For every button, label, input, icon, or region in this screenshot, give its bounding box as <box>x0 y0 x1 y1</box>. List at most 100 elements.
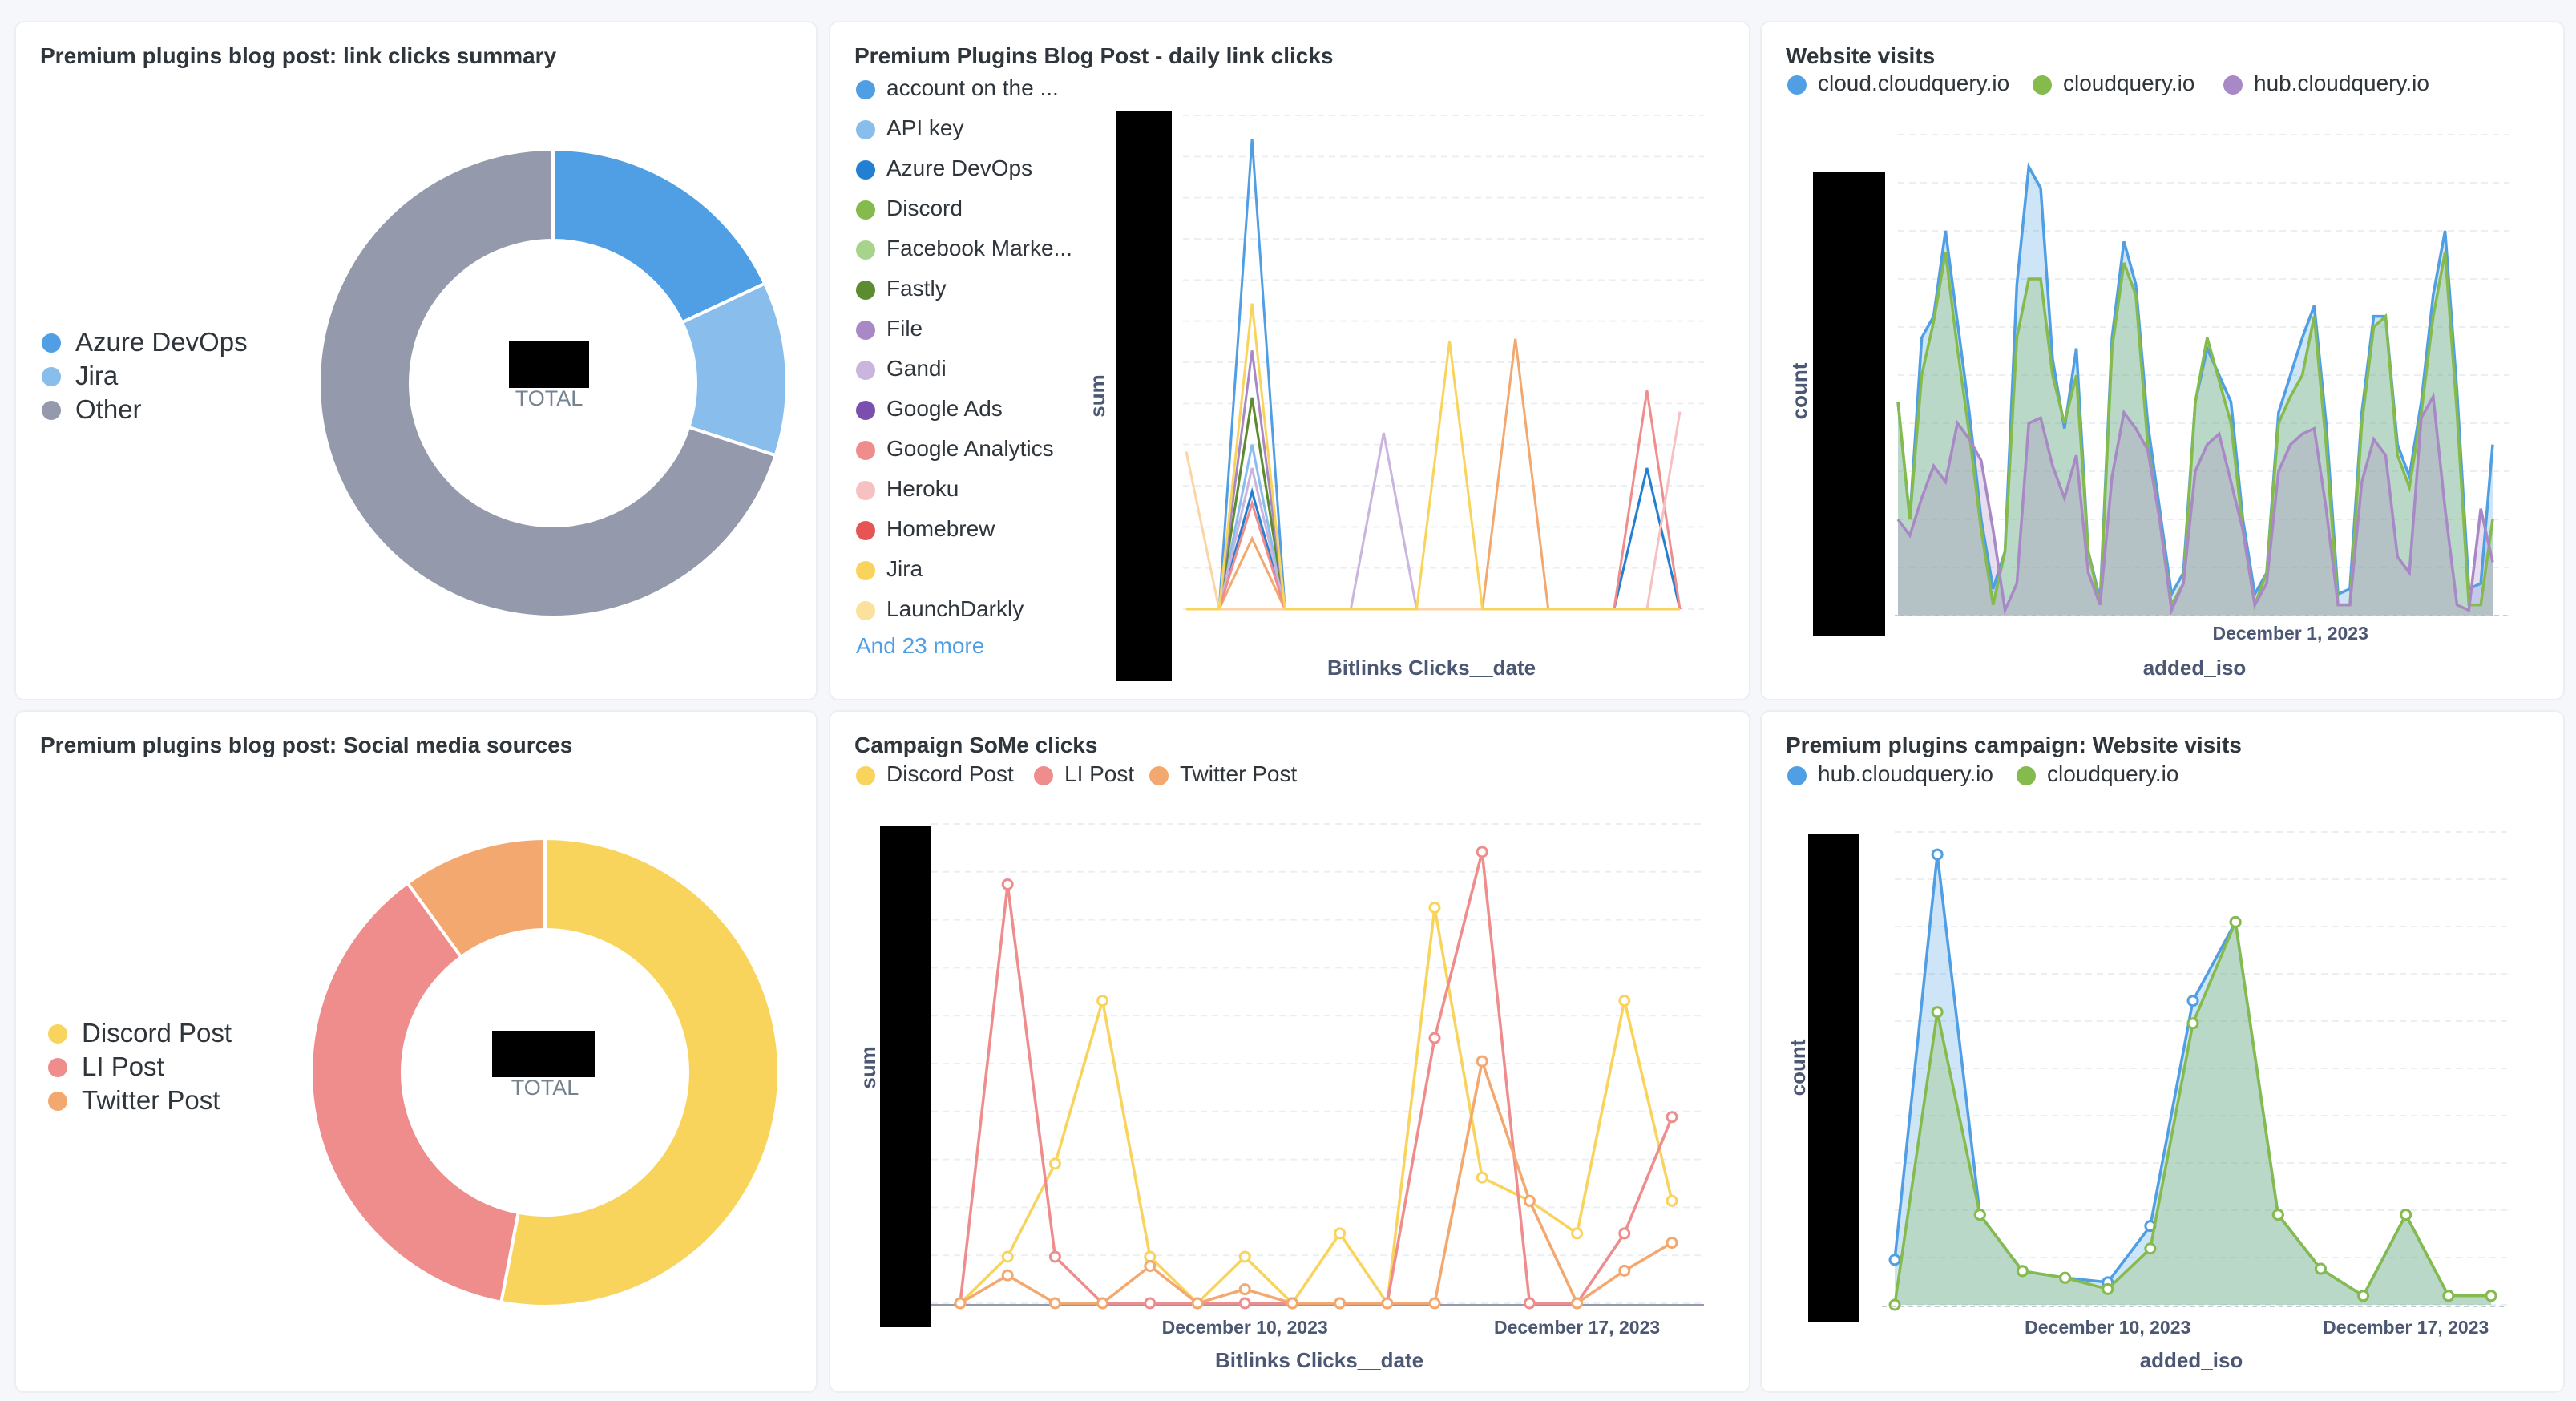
area-fill-1 <box>1898 252 2493 616</box>
data-point <box>1666 1194 1678 1207</box>
pie-slice-other <box>317 147 778 619</box>
data-point <box>1931 1006 1944 1019</box>
redacted-y-axis <box>1116 111 1172 681</box>
data-point <box>1096 1297 1109 1310</box>
legend-label: Azure DevOps <box>75 327 248 357</box>
legend-dot-twitter-post <box>48 1092 67 1111</box>
legend-label: hub.cloudquery.io <box>2254 71 2429 95</box>
data-point <box>1048 1250 1061 1263</box>
redacted-y-axis <box>1813 172 1885 636</box>
series-line-1 <box>1896 252 2494 611</box>
legend-dot <box>1787 766 1807 785</box>
data-point <box>2186 995 2199 1007</box>
data-point <box>1428 1297 1441 1310</box>
x-tick-label: December 17, 2023 <box>2323 1317 2489 1338</box>
legend-dot <box>856 281 875 300</box>
data-point <box>954 1297 967 1310</box>
legend-dot <box>856 240 875 260</box>
card-title: Premium Plugins Blog Post - daily link c… <box>854 43 1334 68</box>
card-campaign-some-clicks: Campaign SoMe clicks Discord Post LI Pos… <box>829 710 1750 1393</box>
legend-label: Gandi <box>886 356 947 381</box>
data-point <box>1476 846 1488 858</box>
legend-dot <box>856 521 875 540</box>
data-point <box>1428 902 1441 914</box>
card-title: Premium plugins campaign: Website visits <box>1786 733 2242 757</box>
data-point <box>2016 1265 2029 1278</box>
legend-dot-li-post <box>48 1058 67 1077</box>
legend-label: account on the ... <box>886 75 1059 100</box>
legend-dot <box>2017 766 2036 785</box>
data-point <box>1888 1298 1901 1311</box>
legend-dot <box>2223 75 2243 95</box>
data-point <box>2271 1209 2284 1221</box>
total-label: TOTAL <box>515 386 583 410</box>
legend-label: Facebook Marke... <box>886 236 1072 260</box>
card-title: Campaign SoMe clicks <box>854 733 1098 757</box>
legend-dot <box>856 401 875 420</box>
data-point <box>1238 1250 1251 1263</box>
legend-dot <box>856 766 875 785</box>
total-label: TOTAL <box>511 1076 579 1100</box>
legend-dot <box>856 160 875 180</box>
data-point <box>2400 1209 2412 1221</box>
data-point <box>1334 1297 1347 1310</box>
legend-label: File <box>886 316 923 341</box>
legend-dot-azure-devops <box>42 333 61 353</box>
legend-label: cloudquery.io <box>2063 71 2195 95</box>
series-line-2 <box>959 1056 1673 1306</box>
pie-slice-twitter-post <box>405 836 547 959</box>
series-line-9 <box>1186 411 1682 611</box>
data-point <box>2059 1271 2072 1284</box>
data-point <box>1523 1297 1536 1310</box>
data-point <box>1571 1227 1584 1240</box>
data-point <box>1334 1227 1347 1240</box>
legend-label: Twitter Post <box>1180 761 1298 786</box>
card-title: Website visits <box>1786 43 1936 68</box>
legend-dot <box>856 481 875 500</box>
data-point <box>1144 1297 1157 1310</box>
area-fill-2 <box>1898 396 2493 616</box>
legend-label: LI Post <box>82 1052 164 1081</box>
data-point <box>1238 1283 1251 1296</box>
legend-label: Homebrew <box>886 516 995 541</box>
data-point <box>1048 1297 1061 1310</box>
pie-slice-azure-devops <box>551 147 767 325</box>
data-point <box>1428 1032 1441 1044</box>
legend-more-link[interactable]: And 23 more <box>856 633 985 658</box>
line-chart: Bitlinks Clicks__date sum <box>1085 115 1704 680</box>
data-point <box>2229 915 2242 928</box>
card-social-media-sources: Premium plugins blog post: Social media … <box>14 710 818 1393</box>
legend-label: Other <box>75 394 142 424</box>
x-axis-label: Bitlinks Clicks__date <box>1327 656 1536 680</box>
data-point <box>1973 1209 1986 1221</box>
card-campaign-website-visits: Premium plugins campaign: Website visits… <box>1760 710 2565 1393</box>
data-point <box>1618 1227 1631 1240</box>
data-point <box>2442 1290 2455 1302</box>
legend-label: LaunchDarkly <box>886 596 1024 621</box>
area-chart: December 10, 2023 December 17, 2023 added_… <box>1786 831 2507 1372</box>
data-point <box>1618 995 1631 1007</box>
legend-dot <box>1787 75 1807 95</box>
x-axis-label: Bitlinks Clicks__date <box>1215 1348 1423 1372</box>
data-point <box>1476 1171 1488 1184</box>
legend-label: cloud.cloudquery.io <box>1818 71 2010 95</box>
legend-label: Twitter Post <box>82 1085 220 1115</box>
pie-slice-discord-post <box>499 836 781 1308</box>
data-point <box>1666 1111 1678 1124</box>
redacted-y-axis <box>880 826 931 1327</box>
legend-label: API key <box>886 115 964 140</box>
y-axis-label: sum <box>1085 374 1109 417</box>
data-point <box>1096 995 1109 1007</box>
card-website-visits: Website visits cloud.cloudquery.io cloud… <box>1760 21 2565 700</box>
legend-label: Jira <box>75 361 119 390</box>
data-point <box>1144 1260 1157 1273</box>
legend-dot-jira <box>42 367 61 386</box>
redacted-total-value <box>509 341 589 388</box>
area-fill-0 <box>1895 854 2491 1305</box>
data-point <box>1931 848 1944 861</box>
redacted-total-value <box>492 1031 595 1077</box>
legend-label: Jira <box>886 556 923 581</box>
legend-dot <box>856 441 875 460</box>
data-point <box>2144 1242 2157 1255</box>
pie-slice-li-post <box>309 880 520 1305</box>
